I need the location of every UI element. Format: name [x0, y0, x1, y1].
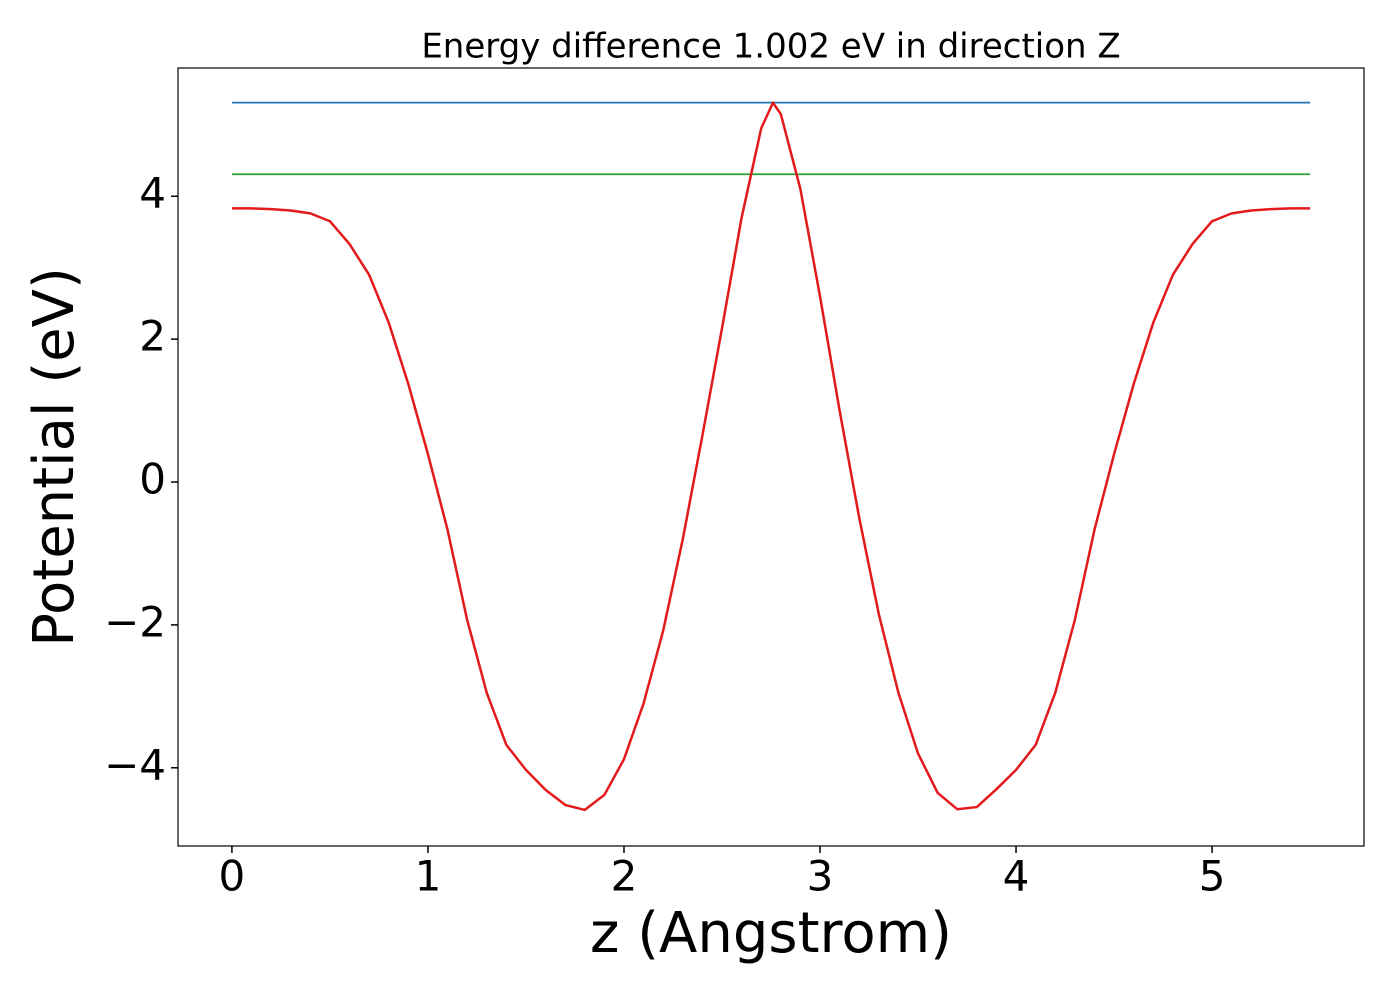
line-series — [231, 101, 1311, 812]
x-axis-label: z (Angstrom) — [590, 901, 952, 966]
x-tick-label: 3 — [807, 852, 834, 901]
x-tick-label: 2 — [611, 852, 638, 901]
plot-frame — [177, 67, 1365, 847]
x-tick-label: 4 — [1003, 852, 1030, 901]
y-tick-label: −2 — [104, 597, 166, 646]
y-axis-label: Potential (eV) — [22, 267, 87, 647]
y-tick-label: 4 — [139, 169, 166, 218]
x-tick-label: 1 — [415, 852, 442, 901]
y-tick-label: −4 — [104, 740, 166, 789]
x-tick-label: 5 — [1199, 852, 1226, 901]
chart-title: Energy difference 1.002 eV in direction … — [421, 27, 1120, 67]
x-tick-label: 0 — [219, 852, 246, 901]
y-tick-label: 0 — [139, 455, 166, 504]
y-tick-label: 2 — [139, 312, 166, 361]
